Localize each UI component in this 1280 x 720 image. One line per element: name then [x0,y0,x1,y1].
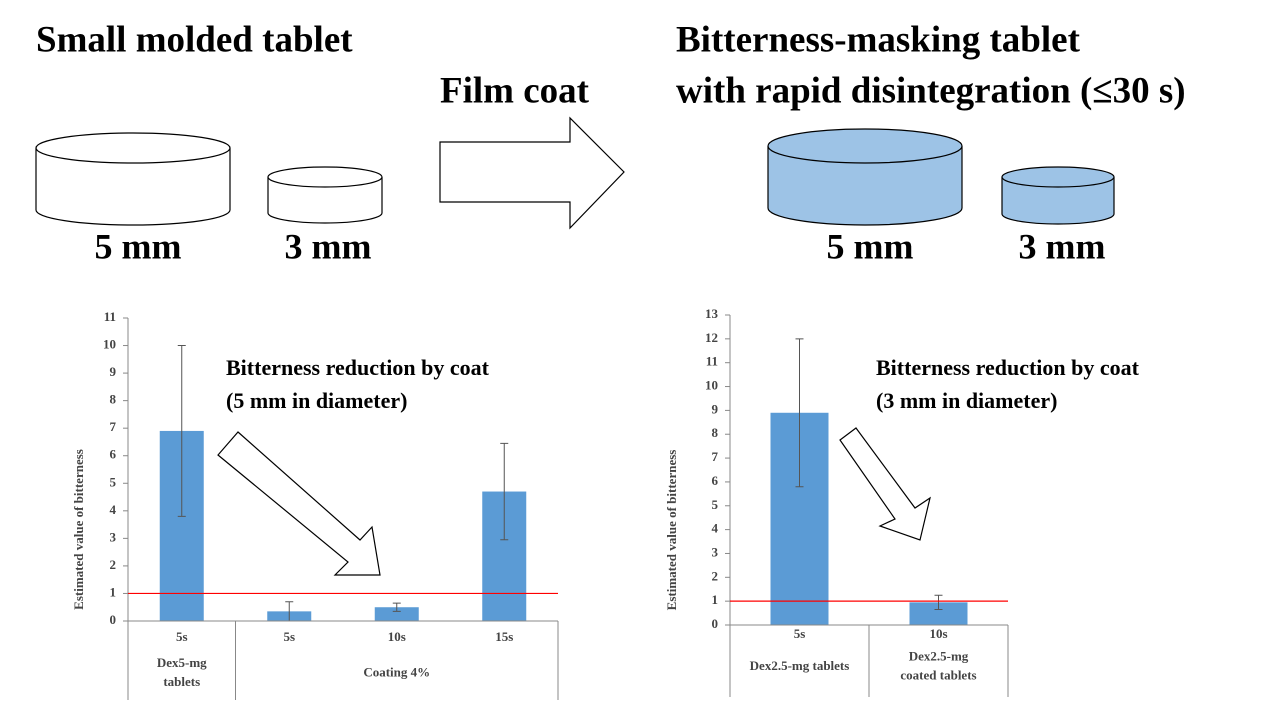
y-axis-label: Estimated value of bitterness [664,450,679,611]
group-label: coated tablets [900,667,976,682]
y-tick-label: 1 [110,584,117,599]
bar [909,602,968,625]
y-tick-label: 5 [110,474,117,489]
y-tick-label: 2 [110,557,117,572]
annotation: (3 mm in diameter) [876,388,1057,413]
right-title: with rapid disintegration (≤30 s) [676,70,1186,111]
y-tick-label: 8 [712,425,719,440]
y-tick-label: 2 [712,568,719,583]
size-label: 3 mm [285,226,372,266]
bar [374,607,419,621]
y-tick-label: 4 [110,502,117,517]
size-label: 3 mm [1019,226,1106,266]
size-label: 5 mm [95,226,182,266]
y-tick-label: 8 [110,392,117,407]
y-tick-label: 7 [110,419,117,434]
annotation: Bitterness reduction by coat [226,355,490,380]
x-tick-label: 5s [283,629,295,644]
x-tick-label: 10s [388,629,406,644]
y-tick-label: 10 [103,337,116,352]
left-title: Small molded tablet [36,19,353,60]
y-tick-label: 7 [712,449,719,464]
y-tick-label: 3 [712,544,719,559]
x-tick-label: 5s [794,626,806,641]
tablets-coated [767,128,1115,226]
y-tick-label: 12 [705,330,718,345]
x-tick-label: 5s [176,629,188,644]
y-tick-label: 11 [706,354,718,369]
x-tick-label: 10s [929,626,947,641]
y-tick-label: 10 [705,378,718,393]
annotation: Bitterness reduction by coat [876,355,1140,380]
process-arrow [439,116,625,230]
arrow-label: Film coat [440,70,590,111]
group-label: Dex5-mg [157,655,207,670]
y-tick-label: 0 [712,616,719,631]
y-tick-label: 6 [110,447,117,462]
y-tick-label: 1 [712,592,719,607]
size-label: 5 mm [827,226,914,266]
y-tick-label: 5 [712,497,719,512]
error-bar [392,602,401,612]
y-tick-label: 9 [712,401,719,416]
group-label: Dex2.5-mg tablets [750,658,850,673]
annotation: (5 mm in diameter) [226,388,407,413]
reduction-arrow [217,431,381,576]
reduction-arrow [839,427,931,541]
error-bar [500,442,509,541]
y-tick-label: 4 [712,521,719,536]
y-tick-label: 6 [712,473,719,488]
error-bar [177,345,186,517]
error-bar [934,594,943,610]
y-tick-label: 0 [110,612,117,627]
group-label: tablets [163,674,200,689]
x-tick-label: 15s [495,629,513,644]
group-label: Dex2.5-mg [909,648,969,663]
right-title: Bitterness-masking tablet [676,19,1081,60]
y-tick-label: 9 [110,364,117,379]
y-axis-label: Estimated value of bitterness [71,449,86,610]
y-tick-label: 3 [110,529,117,544]
group-label: Coating 4% [363,664,430,679]
y-tick-label: 13 [705,306,719,321]
y-tick-label: 11 [104,309,116,324]
tablets-uncoated [35,132,383,226]
error-bar [795,338,804,488]
